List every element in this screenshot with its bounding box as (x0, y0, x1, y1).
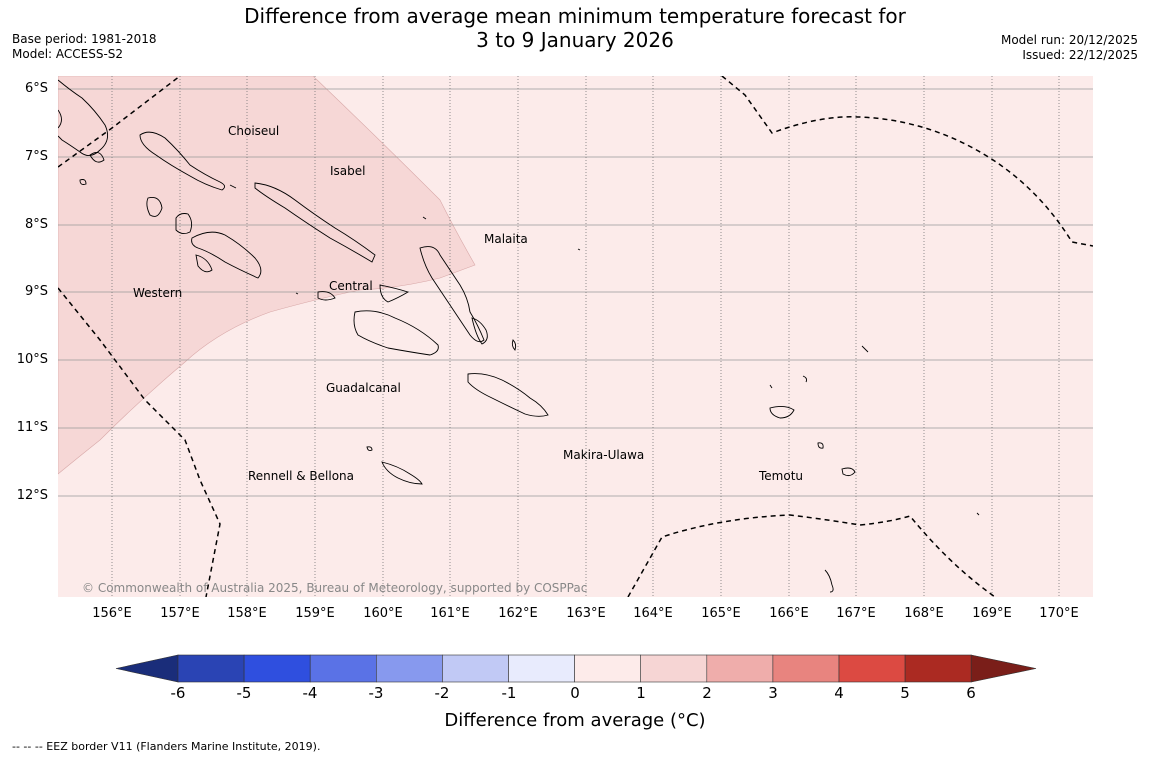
lon-label-161e: 161°E (430, 606, 470, 621)
title-line-1: Difference from average mean minimum tem… (244, 4, 906, 28)
lon-label-156e: 156°E (92, 606, 132, 621)
colorbar-tick-6: 6 (966, 684, 976, 702)
colorbar-segment (706, 654, 774, 683)
colorbar-extend-low (115, 654, 179, 683)
lon-label-164e: 164°E (633, 606, 673, 621)
issued-date: Issued: 22/12/2025 (1022, 48, 1138, 62)
colorbar-segment (508, 654, 575, 683)
lon-label-159e: 159°E (295, 606, 335, 621)
colorbar-tick-4: 4 (834, 684, 844, 702)
colorbar-segment (904, 654, 972, 683)
colorbar-tick-3: 3 (768, 684, 778, 702)
region-label-malaita: Malaita (484, 232, 528, 246)
lon-label-169e: 169°E (972, 606, 1012, 621)
lon-label-167e: 167°E (836, 606, 876, 621)
lon-label-166e: 166°E (769, 606, 809, 621)
colorbar-segment (772, 654, 840, 683)
model-name: Model: ACCESS-S2 (12, 47, 124, 61)
lon-label-165e: 165°E (701, 606, 741, 621)
colorbar-segment (640, 654, 708, 683)
region-label-central: Central (329, 279, 373, 293)
base-period: Base period: 1981-2018 (12, 32, 157, 46)
region-label-temotu: Temotu (759, 469, 804, 483)
lon-label-157e: 157°E (160, 606, 200, 621)
colorbar-extend-high (970, 654, 1037, 683)
colorbar-segment (243, 654, 311, 683)
lat-label-10s: 10°S (16, 352, 48, 367)
colorbar-tick-m1: -1 (501, 684, 517, 702)
colorbar-tick-0: 0 (570, 684, 580, 702)
region-label-western: Western (133, 286, 183, 300)
lat-label-9s: 9°S (24, 284, 48, 299)
region-label-rennell-bellona: Rennell & Bellona (248, 469, 355, 483)
copyright-notice: © Commonwealth of Australia 2025, Bureau… (82, 581, 588, 595)
colorbar-segment (442, 654, 509, 683)
title-line-2: 3 to 9 January 2026 (476, 28, 674, 52)
colorbar-segment (177, 654, 245, 683)
lon-label-170e: 170°E (1039, 606, 1079, 621)
colorbar-tick-m6: -6 (170, 684, 186, 702)
coastlines (58, 79, 980, 593)
lat-label-11s: 11°S (16, 420, 48, 435)
eez-legend-note: -- -- -- EEZ border V11 (Flanders Marine… (12, 740, 321, 753)
colorbar-segment (375, 654, 443, 683)
model-run: Model run: 20/12/2025 (1000, 33, 1138, 47)
lat-label-6s: 6°S (24, 81, 48, 96)
colorbar-segment (574, 654, 641, 683)
colorbar-segment (838, 654, 906, 683)
region-label-makira-ulawa: Makira-Ulawa (563, 448, 645, 462)
region-label-guadalcanal: Guadalcanal (326, 381, 401, 395)
anomaly-region-1-2 (58, 76, 476, 475)
colorbar-tick-m4: -4 (302, 684, 318, 702)
lon-label-168e: 168°E (904, 606, 944, 621)
colorbar-tick-m3: -3 (368, 684, 384, 702)
colorbar-label: Difference from average (°C) (444, 710, 706, 731)
lon-label-158e: 158°E (227, 606, 267, 621)
latitude-gridlines (58, 88, 1093, 497)
lon-label-160e: 160°E (363, 606, 403, 621)
colorbar-tick-2: 2 (702, 684, 712, 702)
colorbar-tick-m2: -2 (434, 684, 450, 702)
colorbar-segment (309, 654, 377, 683)
eez-borders (58, 76, 1093, 597)
lat-label-8s: 8°S (24, 217, 48, 232)
colorbar-tick-m5: -5 (236, 684, 252, 702)
colorbar-tick-1: 1 (636, 684, 646, 702)
lat-label-12s: 12°S (16, 488, 48, 503)
lon-label-162e: 162°E (498, 606, 538, 621)
lat-label-7s: 7°S (24, 149, 48, 164)
region-label-choiseul: Choiseul (228, 124, 280, 138)
region-label-isabel: Isabel (330, 164, 366, 178)
lon-label-163e: 163°E (566, 606, 606, 621)
colorbar-tick-5: 5 (900, 684, 910, 702)
